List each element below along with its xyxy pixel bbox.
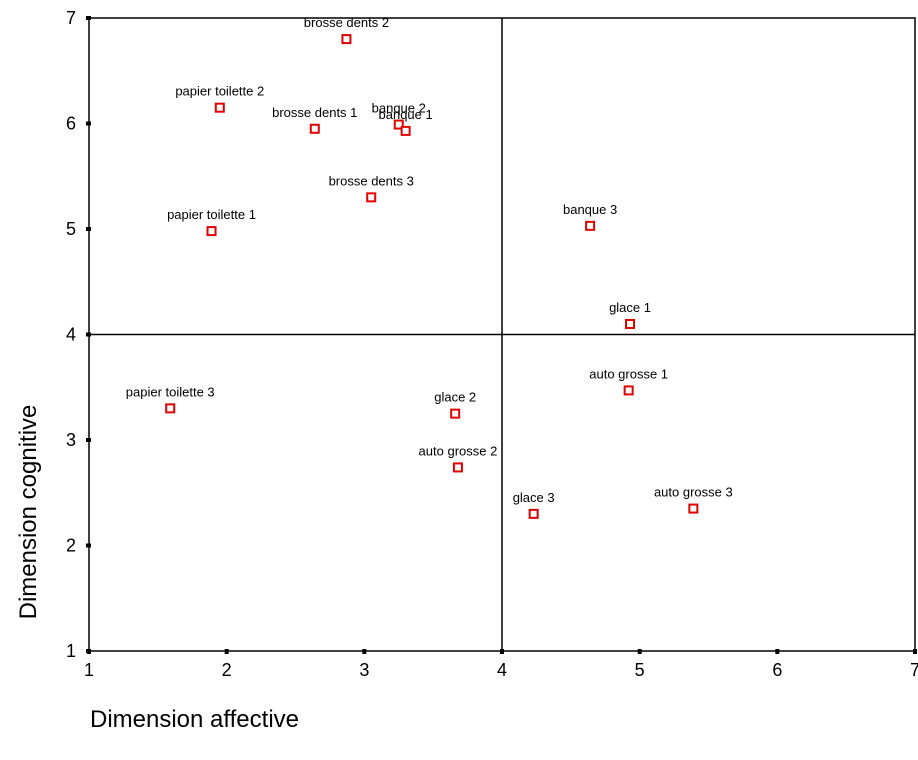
- data-point-label: papier toilette 3: [126, 384, 215, 399]
- data-point[interactable]: [165, 403, 176, 414]
- data-point-label: banque 3: [563, 202, 617, 217]
- data-point[interactable]: [366, 192, 377, 203]
- data-point-label: papier toilette 2: [175, 84, 264, 99]
- data-point[interactable]: [309, 123, 320, 134]
- x-tick-label: 7: [910, 660, 918, 680]
- data-point-label: glace 1: [609, 300, 651, 315]
- data-point-label: glace 2: [434, 390, 476, 405]
- x-tick-label: 4: [497, 660, 507, 680]
- x-tick-label: 5: [635, 660, 645, 680]
- data-point[interactable]: [214, 102, 225, 113]
- data-point-label: brosse dents 3: [329, 173, 414, 188]
- data-point[interactable]: [450, 408, 461, 419]
- points-layer: [165, 34, 699, 519]
- y-tick-label: 7: [66, 8, 76, 28]
- data-point-label: auto grosse 2: [419, 443, 498, 458]
- data-point-label: brosse dents 1: [272, 105, 357, 120]
- x-tick-label: 1: [84, 660, 94, 680]
- axes-layer: 1 2 3 4 5 6 7 1 2 3 4 5 6 7: [66, 8, 918, 680]
- data-point-label: auto grosse 3: [654, 485, 733, 500]
- x-tick-label: 3: [359, 660, 369, 680]
- data-point[interactable]: [400, 125, 411, 136]
- x-tick-label: 6: [772, 660, 782, 680]
- data-point[interactable]: [528, 508, 539, 519]
- data-point-label: glace 3: [513, 490, 555, 505]
- data-point-label: banque 2: [372, 101, 426, 116]
- data-point[interactable]: [341, 34, 352, 45]
- data-point[interactable]: [452, 462, 463, 473]
- data-point[interactable]: [623, 385, 634, 396]
- y-tick-label: 1: [66, 641, 76, 661]
- data-point[interactable]: [688, 503, 699, 514]
- reference-lines: [89, 18, 915, 651]
- point-labels-layer: brosse dents 2 papier toilette 2 brosse de…: [126, 15, 733, 505]
- data-point[interactable]: [625, 318, 636, 329]
- data-point[interactable]: [585, 220, 596, 231]
- y-tick-label: 3: [66, 430, 76, 450]
- y-tick-label: 4: [66, 325, 76, 345]
- y-axis-title: Dimension cognitive: [15, 405, 42, 620]
- y-tick-label: 5: [66, 219, 76, 239]
- data-point-label: banque 1: [379, 107, 433, 122]
- data-point-label: brosse dents 2: [304, 15, 389, 30]
- data-point-label: papier toilette 1: [167, 207, 256, 222]
- y-tick-label: 6: [66, 114, 76, 134]
- y-tick-label: 2: [66, 536, 76, 556]
- data-point[interactable]: [393, 119, 404, 130]
- x-axis-title: Dimension affective: [90, 706, 299, 733]
- data-point[interactable]: [206, 226, 217, 237]
- data-point-label: auto grosse 1: [589, 366, 668, 381]
- x-tick-label: 2: [222, 660, 232, 680]
